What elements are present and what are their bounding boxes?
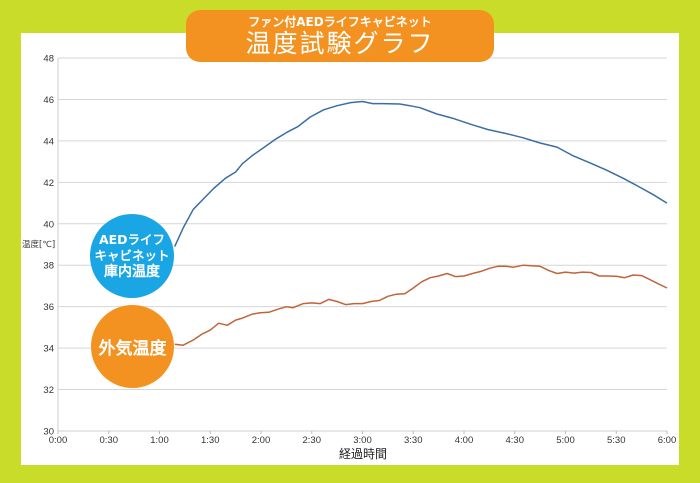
x-tick-label: 1:30 bbox=[201, 435, 220, 446]
y-tick-label: 36 bbox=[43, 302, 54, 313]
x-tick-label: 3:00 bbox=[353, 435, 372, 446]
y-tick-label: 34 bbox=[43, 344, 54, 355]
x-tick-label: 4:00 bbox=[455, 435, 474, 446]
title-banner: ファン付AEDライフキャビネット 温度試験グラフ bbox=[186, 10, 494, 62]
y-tick-label: 32 bbox=[43, 385, 54, 396]
y-axis-label: 温度[℃] bbox=[22, 240, 56, 250]
legend-inner-line-3: 庫内温度 bbox=[104, 264, 160, 280]
x-tick-label: 1:00 bbox=[150, 435, 169, 446]
y-tick-label: 48 bbox=[43, 54, 54, 65]
y-tick-label: 38 bbox=[43, 261, 54, 272]
x-tick-label: 5:00 bbox=[556, 435, 575, 446]
legend-inner-line-2: キャビネット bbox=[94, 248, 170, 263]
x-axis-label: 経過時間 bbox=[338, 447, 387, 461]
x-tick-label: 6:00 bbox=[658, 435, 677, 446]
chart-subtitle: ファン付AEDライフキャビネット bbox=[248, 15, 432, 29]
x-tick-label: 2:30 bbox=[303, 435, 322, 446]
x-tick-label: 3:30 bbox=[404, 435, 423, 446]
legend-outside-label: 外気温度 bbox=[98, 339, 167, 359]
y-tick-label: 46 bbox=[43, 95, 54, 106]
y-tick-label: 42 bbox=[43, 178, 54, 189]
y-tick-label: 40 bbox=[43, 219, 54, 230]
outside-temperature-line bbox=[174, 264, 668, 346]
x-tick-label: 4:30 bbox=[506, 435, 525, 446]
legend-outside-temperature: 外気温度 bbox=[91, 305, 174, 388]
legend-inner-temperature: AEDライフ キャビネット 庫内温度 bbox=[90, 214, 174, 298]
chart-title: 温度試験グラフ bbox=[245, 29, 435, 58]
x-tick-label: 2:00 bbox=[252, 435, 271, 446]
y-tick-label: 30 bbox=[43, 427, 54, 438]
x-tick-label: 0:00 bbox=[49, 435, 68, 446]
inner-temperature-line bbox=[174, 100, 668, 247]
x-tick-label: 0:30 bbox=[100, 435, 119, 446]
x-tick-label: 5:30 bbox=[607, 435, 626, 446]
y-tick-label: 44 bbox=[43, 136, 54, 147]
legend-inner-line-1: AEDライフ bbox=[98, 232, 166, 247]
